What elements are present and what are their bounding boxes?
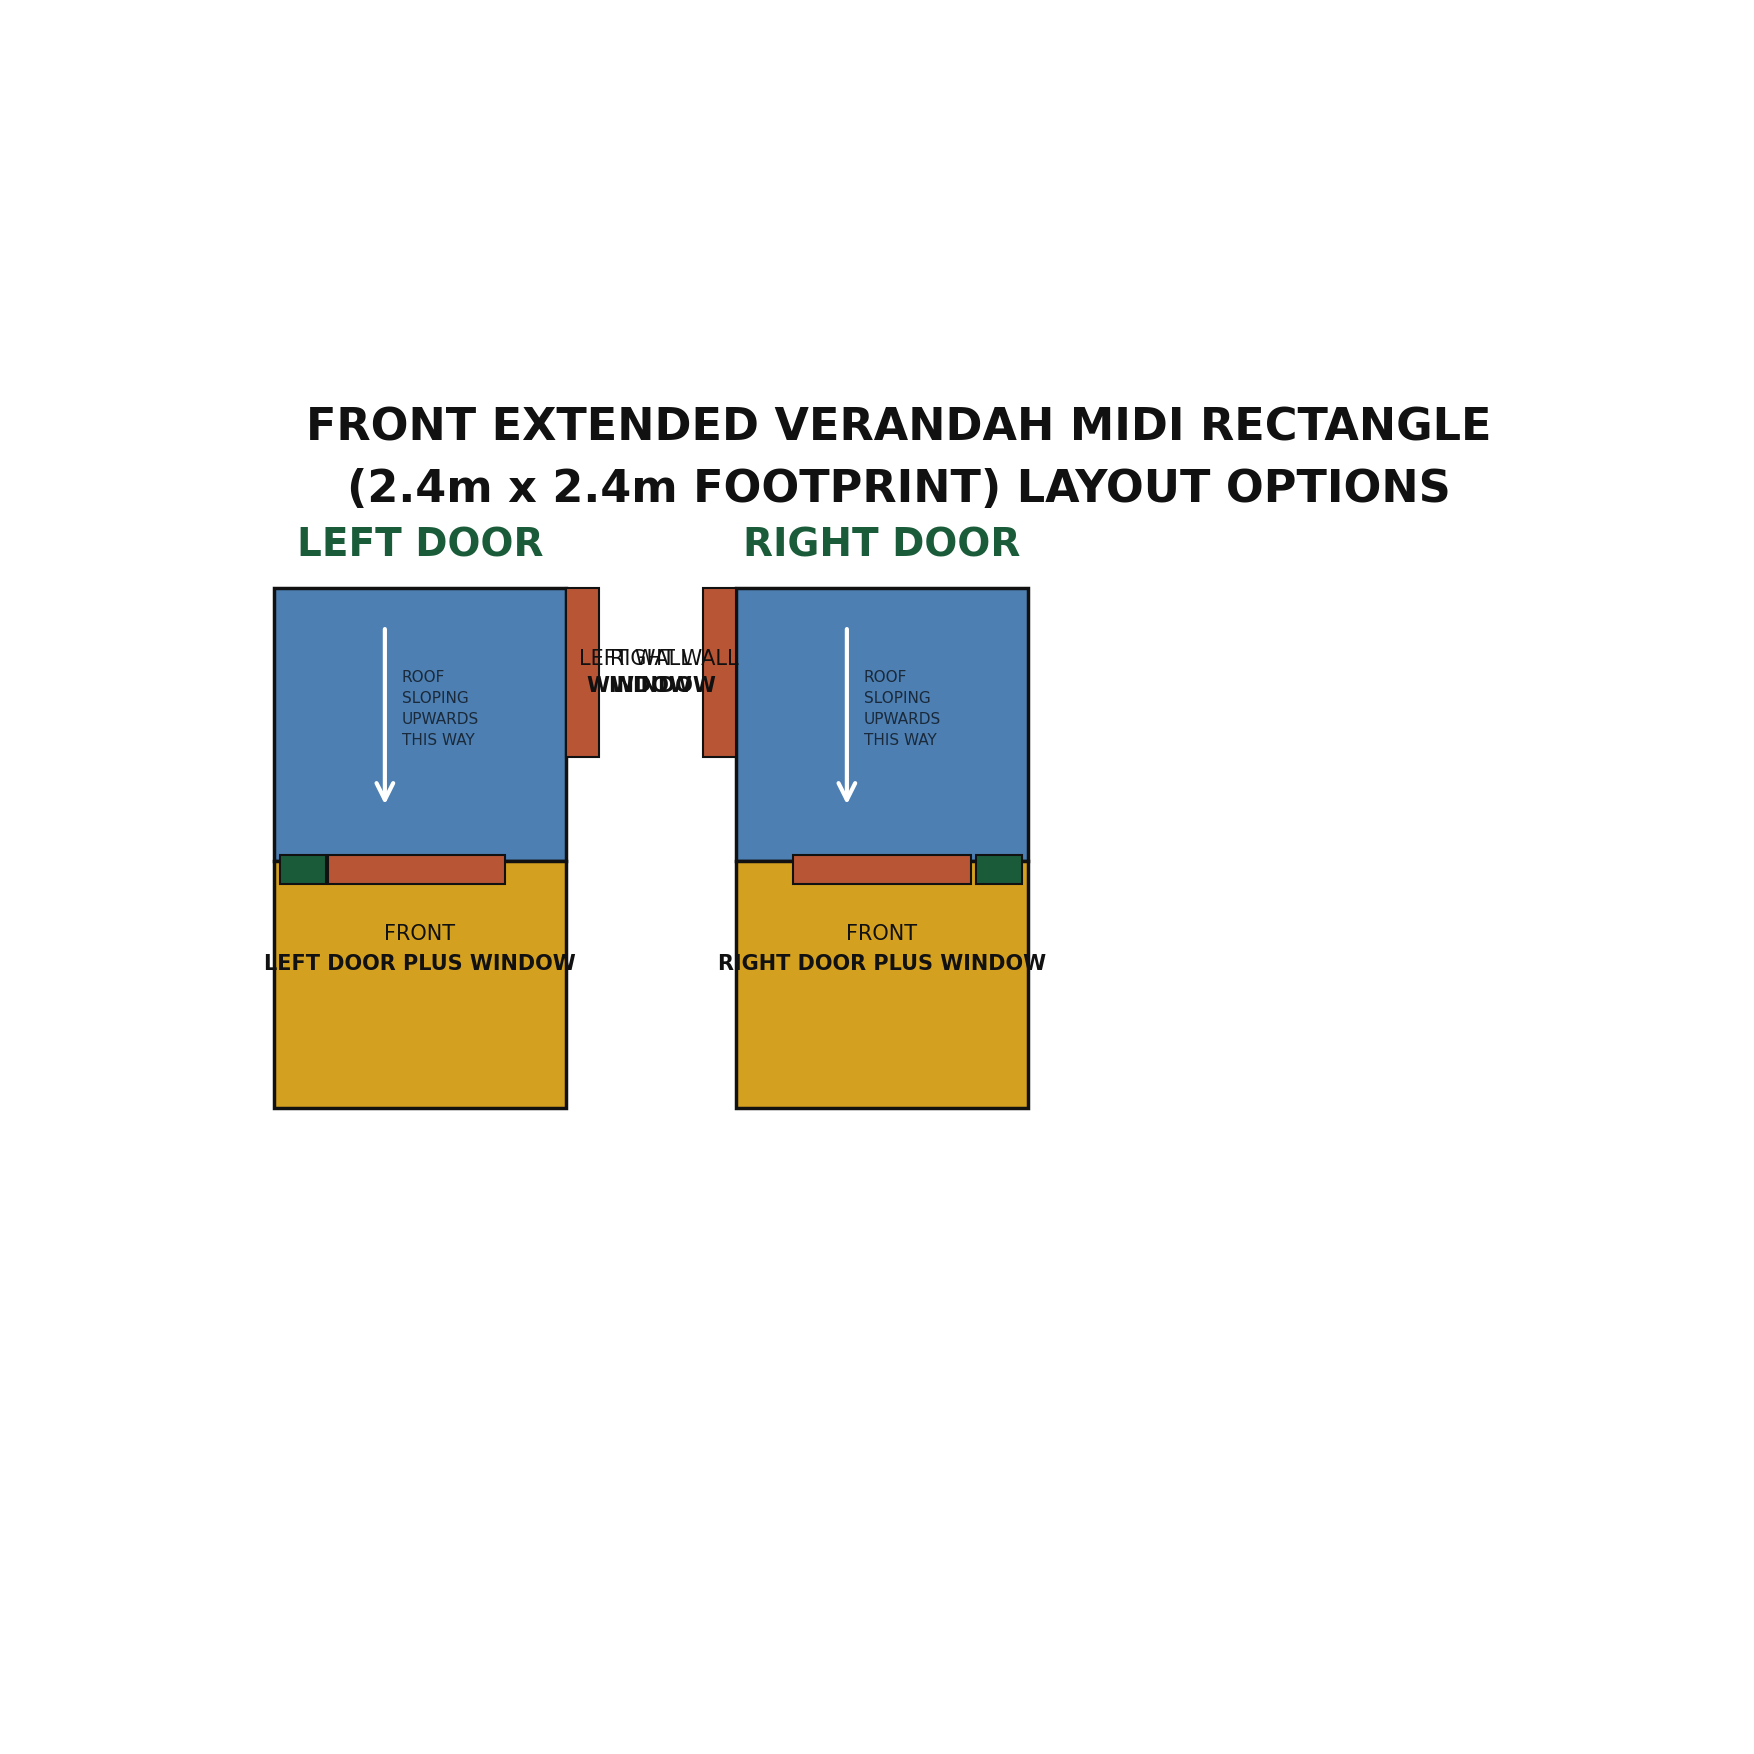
Bar: [975, 854, 1023, 884]
Text: WINDOW: WINDOW: [586, 677, 691, 696]
Bar: [735, 861, 1028, 1107]
Text: LEFT WALL: LEFT WALL: [579, 649, 691, 668]
Text: RIGHT WALL: RIGHT WALL: [610, 649, 738, 668]
Text: RIGHT DOOR PLUS WINDOW: RIGHT DOOR PLUS WINDOW: [717, 954, 1045, 973]
Bar: [281, 854, 326, 884]
Text: FRONT: FRONT: [847, 924, 917, 944]
Text: FRONT: FRONT: [384, 924, 456, 944]
Bar: [567, 588, 598, 758]
Text: LEFT DOOR PLUS WINDOW: LEFT DOOR PLUS WINDOW: [265, 954, 575, 973]
Bar: [793, 854, 970, 884]
Text: WINDOW: WINDOW: [610, 677, 716, 696]
Bar: [328, 854, 505, 884]
Text: RIGHT DOOR: RIGHT DOOR: [744, 526, 1021, 565]
Text: LEFT DOOR: LEFT DOOR: [296, 526, 544, 565]
Bar: [274, 588, 567, 861]
Bar: [735, 588, 1028, 861]
Text: ROOF
SLOPING
UPWARDS
THIS WAY: ROOF SLOPING UPWARDS THIS WAY: [863, 670, 942, 747]
Text: (2.4m x 2.4m FOOTPRINT) LAYOUT OPTIONS: (2.4m x 2.4m FOOTPRINT) LAYOUT OPTIONS: [347, 468, 1451, 510]
Bar: [703, 588, 735, 758]
Bar: [274, 861, 567, 1107]
Text: ROOF
SLOPING
UPWARDS
THIS WAY: ROOF SLOPING UPWARDS THIS WAY: [402, 670, 479, 747]
Text: FRONT EXTENDED VERANDAH MIDI RECTANGLE: FRONT EXTENDED VERANDAH MIDI RECTANGLE: [307, 407, 1491, 449]
